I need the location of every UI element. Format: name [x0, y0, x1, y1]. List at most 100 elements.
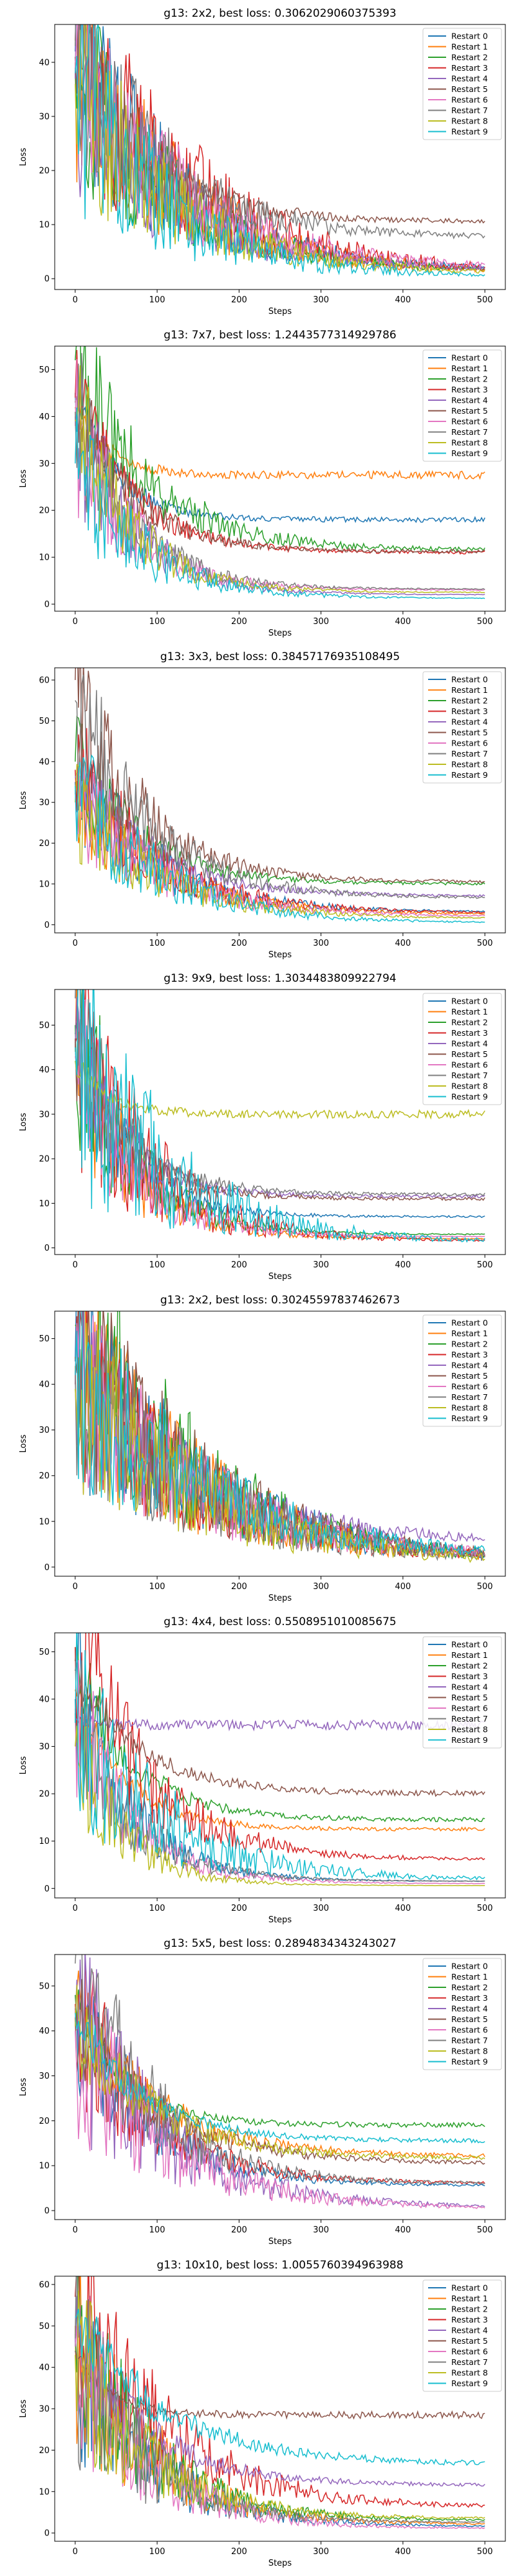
y-tick-label: 40: [39, 1065, 50, 1075]
legend-label: Restart 5: [451, 406, 488, 416]
legend-label: Restart 7: [451, 427, 488, 437]
x-tick-label: 200: [231, 939, 247, 948]
x-tick-label: 500: [477, 1904, 493, 1913]
x-tick-label: 400: [395, 2547, 411, 2557]
legend-box: [422, 28, 502, 140]
y-axis-label: Loss: [19, 1435, 28, 1453]
legend-label: Restart 2: [451, 1339, 488, 1349]
x-tick-label: 300: [313, 295, 329, 305]
legend-label: Restart 9: [451, 448, 488, 458]
series-line-6: [75, 1972, 485, 2209]
x-tick-label: 400: [395, 1260, 411, 1270]
legend-label: Restart 4: [451, 2326, 488, 2335]
y-tick-label: 30: [39, 2072, 50, 2081]
y-tick-label: 50: [39, 1648, 50, 1657]
x-tick-label: 300: [313, 2225, 329, 2235]
y-tick-label: 0: [44, 2207, 50, 2216]
legend-label: Restart 8: [451, 1081, 488, 1091]
x-axis-label: Steps: [268, 2237, 292, 2247]
series-line-6: [75, 768, 485, 917]
chart-panel-6: g13: 5x5, best loss: 0.2894834343243027 0…: [19, 1937, 506, 2247]
axes-frame: [54, 1954, 506, 2220]
series-line-1: [75, 1679, 485, 1832]
legend-label: Restart 0: [451, 32, 488, 41]
series-line-9: [75, 989, 485, 1243]
x-tick-label: 400: [395, 939, 411, 948]
y-tick-label: 0: [44, 1563, 50, 1572]
y-tick-label: 30: [39, 1742, 50, 1752]
chart-title: g13: 5x5, best loss: 0.2894834343243027: [164, 1937, 396, 1950]
x-tick-label: 500: [477, 295, 493, 305]
y-tick-label: 0: [44, 1884, 50, 1894]
y-tick-label: 20: [39, 506, 50, 516]
x-tick-label: 0: [73, 1582, 78, 1592]
y-axis-label: Loss: [19, 1113, 28, 1132]
series-line-8: [75, 1323, 485, 1563]
y-tick-label: 50: [39, 717, 50, 726]
legend-label: Restart 4: [451, 74, 488, 84]
x-tick-label: 300: [313, 2547, 329, 2557]
axes-frame: [54, 345, 506, 612]
x-tick-label: 500: [477, 617, 493, 627]
y-tick-label: 50: [39, 365, 50, 375]
x-tick-label: 0: [73, 617, 78, 627]
y-tick-label: 50: [39, 1334, 50, 1344]
legend-label: Restart 9: [451, 770, 488, 780]
y-tick-label: 30: [39, 1426, 50, 1435]
series-line-5: [75, 2350, 485, 2420]
legend-label: Restart 7: [451, 749, 488, 759]
x-tick-label: 500: [477, 2547, 493, 2557]
y-axis-label: Loss: [19, 470, 28, 488]
legend-label: Restart 1: [451, 1972, 488, 1982]
chart-panel-0: g13: 2x2, best loss: 0.3062029060375393 0…: [19, 7, 506, 317]
x-tick-label: 300: [313, 617, 329, 627]
legend-label: Restart 1: [451, 1007, 488, 1017]
y-axis-label: Loss: [19, 791, 28, 810]
series-line-3: [75, 2276, 485, 2508]
series-line-6: [75, 999, 485, 1238]
legend-label: Restart 2: [451, 53, 488, 62]
series-line-9: [75, 24, 485, 277]
y-tick-label: 10: [39, 879, 50, 889]
legend-label: Restart 3: [451, 1993, 488, 2003]
legend-label: Restart 4: [451, 1039, 488, 1049]
x-tick-label: 500: [477, 1582, 493, 1592]
legend-label: Restart 9: [451, 1735, 488, 1745]
legend-label: Restart 5: [451, 1371, 488, 1381]
legend-label: Restart 3: [451, 1028, 488, 1038]
legend-label: Restart 8: [451, 438, 488, 448]
x-tick-label: 0: [73, 1904, 78, 1913]
series-line-8: [75, 24, 485, 274]
series-line-7: [75, 2276, 485, 2524]
legend-label: Restart 6: [451, 417, 488, 427]
y-axis-label: Loss: [19, 1756, 28, 1775]
series-line-6: [75, 359, 485, 591]
legend-label: Restart 2: [451, 374, 488, 384]
legend-label: Restart 5: [451, 728, 488, 737]
series-line-9: [75, 1633, 485, 1881]
legend-label: Restart 3: [451, 1350, 488, 1359]
series-line-3: [75, 728, 485, 914]
legend-label: Restart 2: [451, 696, 488, 706]
chart-title: g13: 2x2, best loss: 0.3062029060375393: [164, 7, 396, 20]
y-tick-label: 10: [39, 2487, 50, 2497]
legend-label: Restart 8: [451, 1725, 488, 1734]
legend-label: Restart 8: [451, 1403, 488, 1413]
legend-label: Restart 8: [451, 760, 488, 769]
chart-panel-3: g13: 9x9, best loss: 1.3034483809922794 0…: [19, 972, 506, 1282]
series-line-8: [75, 365, 485, 594]
legend-box: [422, 993, 502, 1105]
x-tick-label: 400: [395, 295, 411, 305]
y-tick-label: 20: [39, 1790, 50, 1799]
x-tick-label: 100: [149, 1904, 165, 1913]
y-tick-label: 60: [39, 2280, 50, 2290]
legend-label: Restart 4: [451, 1361, 488, 1370]
y-tick-label: 30: [39, 459, 50, 469]
y-tick-label: 10: [39, 1199, 50, 1209]
legend-label: Restart 2: [451, 2305, 488, 2314]
